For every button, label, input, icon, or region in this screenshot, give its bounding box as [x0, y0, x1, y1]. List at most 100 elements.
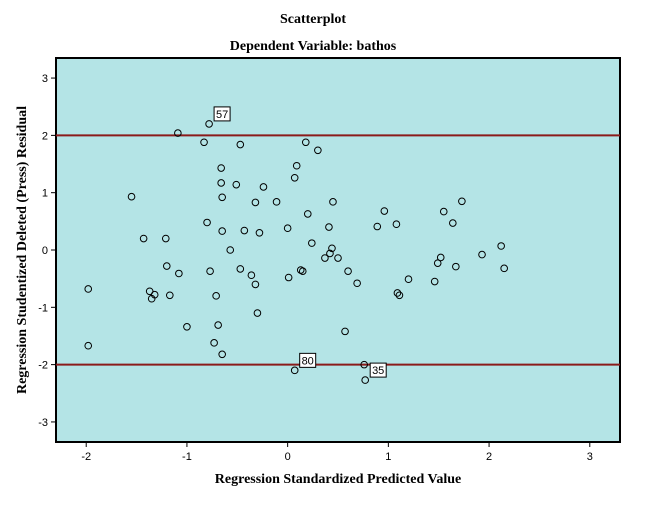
data-point	[436, 253, 445, 262]
data-point	[247, 271, 256, 280]
data-point	[200, 138, 208, 147]
y-tick-label: -3	[38, 417, 48, 429]
data-point	[449, 219, 457, 227]
reference-lines	[56, 134, 620, 366]
data-point	[341, 327, 349, 336]
data-point	[203, 218, 211, 227]
data-point	[206, 267, 214, 276]
data-point	[127, 192, 136, 201]
x-tick-label: -1	[182, 451, 192, 463]
data-point	[210, 339, 218, 347]
data-point	[404, 275, 413, 284]
data-point	[325, 223, 333, 231]
data-point	[139, 234, 148, 243]
x-axis-label: Regression Standardized Predicted Value	[215, 472, 461, 487]
annotation-label: 35	[372, 365, 384, 377]
y-tick-label: 0	[42, 245, 48, 257]
data-point	[218, 350, 226, 359]
data-point	[321, 254, 329, 262]
data-point	[283, 224, 292, 233]
data-point	[373, 222, 382, 231]
data-point	[150, 290, 159, 299]
data-point	[326, 249, 334, 258]
plot-area	[55, 57, 621, 443]
data-point	[458, 197, 466, 206]
data-point	[292, 161, 301, 170]
y-axis: -3 -2 -1 0 1 2 3	[38, 73, 56, 429]
x-tick-label: 0	[285, 451, 291, 463]
annotation-box	[369, 362, 387, 378]
data-point	[344, 267, 352, 276]
data-point	[478, 250, 486, 259]
data-point	[392, 220, 401, 229]
annotation-box	[213, 106, 231, 122]
y-tick-label: 3	[42, 73, 48, 85]
data-point	[272, 198, 281, 206]
data-point	[380, 207, 389, 215]
x-tick-label: 1	[385, 451, 391, 463]
data-point	[290, 173, 299, 182]
data-point	[393, 289, 402, 297]
data-point	[84, 341, 93, 350]
point-annotation: 80	[299, 352, 317, 368]
data-point	[218, 193, 226, 202]
annotation-label: 57	[216, 109, 228, 121]
data-point	[334, 254, 342, 262]
chart-subtitle: Dependent Variable: bathos	[230, 39, 397, 54]
data-point	[214, 321, 222, 329]
data-point	[145, 287, 154, 296]
point-annotation: 35	[369, 362, 387, 378]
data-point	[395, 291, 404, 300]
data-points	[84, 120, 508, 384]
data-point	[166, 291, 174, 300]
data-point	[452, 262, 460, 271]
data-point	[314, 146, 322, 155]
data-point	[236, 265, 245, 273]
data-point	[329, 198, 337, 206]
y-axis-label: Regression Studentized Deleted (Press) R…	[15, 106, 30, 394]
data-point	[497, 242, 505, 250]
x-tick-label: 3	[587, 451, 593, 463]
data-point	[218, 227, 226, 235]
data-point	[217, 179, 225, 187]
data-point	[430, 277, 439, 286]
y-tick-label: 1	[42, 188, 48, 200]
y-tick-label: -1	[38, 302, 48, 314]
data-point	[328, 244, 336, 253]
data-point	[433, 259, 442, 267]
data-point	[174, 129, 182, 137]
data-point	[217, 164, 225, 172]
data-point	[290, 366, 299, 375]
x-tick-label: 2	[486, 451, 492, 463]
data-point	[84, 285, 93, 293]
data-point	[439, 207, 448, 216]
x-axis: -2 -1 0 1 2 3	[81, 442, 593, 463]
data-point	[361, 376, 369, 384]
data-point	[296, 266, 305, 274]
data-point	[232, 180, 241, 189]
data-point	[240, 226, 249, 235]
data-point	[183, 323, 191, 331]
data-point	[226, 246, 235, 254]
annotation-label: 80	[302, 355, 314, 367]
data-point	[500, 264, 508, 273]
y-tick-label: -2	[38, 360, 48, 372]
data-point	[308, 239, 316, 247]
chart-title: Scatterplot	[280, 12, 346, 27]
data-point	[253, 309, 262, 317]
data-point	[301, 138, 310, 147]
annotation-box	[299, 352, 317, 368]
data-point	[298, 267, 307, 276]
data-point	[251, 280, 260, 289]
data-point	[303, 210, 312, 218]
data-point	[161, 234, 170, 243]
data-point	[259, 183, 268, 191]
x-tick-label: -2	[81, 451, 91, 463]
data-point	[236, 140, 245, 149]
data-point	[162, 262, 171, 270]
data-point	[175, 269, 183, 278]
data-point	[255, 229, 264, 237]
data-point	[251, 198, 260, 207]
data-point	[212, 292, 220, 300]
